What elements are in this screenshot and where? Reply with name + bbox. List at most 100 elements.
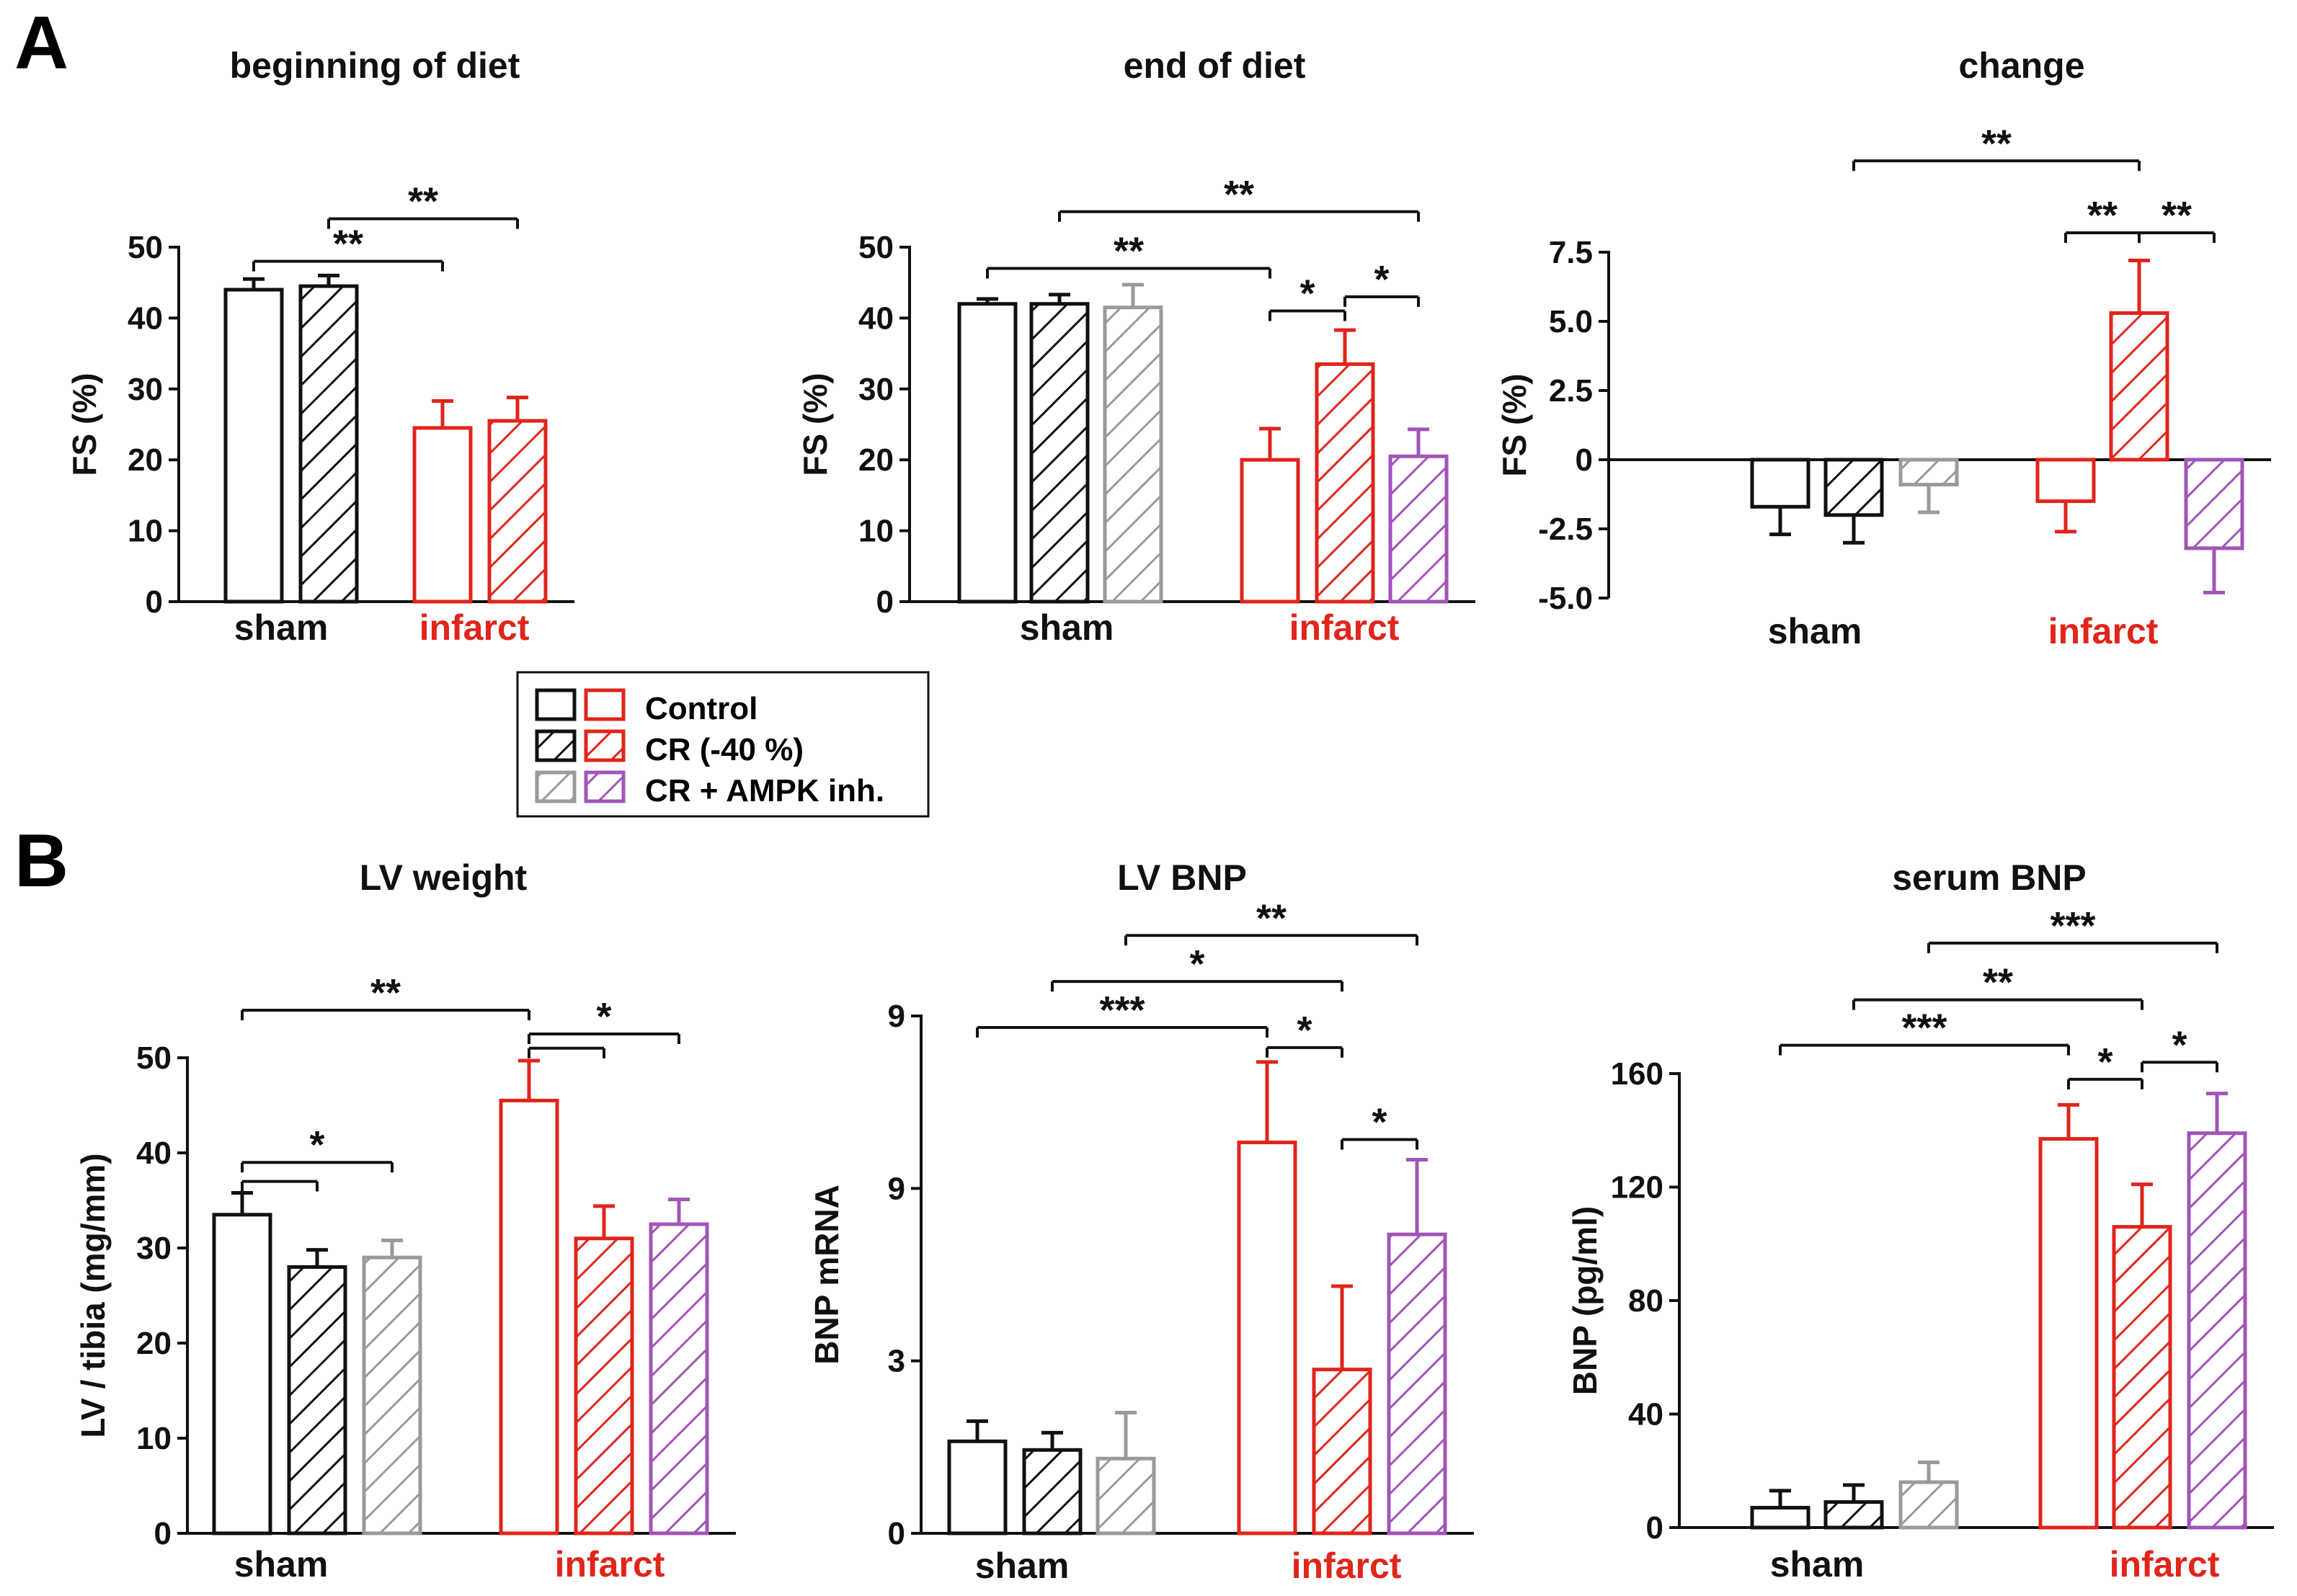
panel-label-a: A	[14, 1, 68, 85]
y-tick-label: 40	[128, 300, 163, 336]
significance-label: **	[370, 971, 401, 1015]
bar	[487, 419, 548, 604]
y-axis-label: FS (%)	[66, 373, 103, 476]
bar	[1103, 306, 1163, 604]
legend-label-cr-ampk: CR + AMPK inh.	[645, 773, 884, 808]
bar	[223, 287, 284, 604]
bar	[298, 284, 359, 604]
chart-title: serum BNP	[1892, 857, 2087, 898]
y-tick-label: 50	[128, 230, 163, 265]
legend-swatch	[584, 770, 626, 803]
chart-title: LV weight	[360, 857, 528, 898]
bar	[1022, 1448, 1083, 1535]
bar	[2035, 458, 2096, 504]
chart-serum-bnp: serum BNP 0 40 80 120 160 BNP (pg/ml) sham infar…	[1566, 857, 2274, 1584]
y-tick-label: 30	[136, 1231, 172, 1266]
y-axis-label: BNP mRNA	[808, 1185, 845, 1365]
y-tick-label: 0	[876, 584, 894, 620]
significance-label: *	[1297, 1009, 1312, 1052]
y-tick-label: 10	[128, 514, 163, 549]
x-group-label: infarct	[555, 1544, 665, 1584]
significance-label: ***	[2050, 904, 2095, 948]
bar	[1898, 1480, 1959, 1530]
x-group-label: infarct	[1289, 607, 1400, 648]
x-group-label: infarct	[2048, 611, 2159, 651]
y-tick-label: 40	[136, 1136, 172, 1171]
significance-label: **	[333, 223, 363, 266]
significance-label: *	[2097, 1040, 2112, 1084]
significance-label: *	[1372, 1101, 1387, 1144]
bar	[499, 1098, 559, 1535]
significance-label: *	[1189, 942, 1204, 986]
significance-label: ***	[1901, 1007, 1947, 1050]
y-tick-label: 40	[858, 300, 894, 336]
significance-label: ***	[1099, 989, 1145, 1032]
y-tick-label: 0	[888, 1516, 905, 1551]
y-tick-label: 30	[858, 372, 894, 407]
y-tick-label: 20	[858, 442, 894, 478]
bar	[2187, 1131, 2247, 1530]
y-tick-label: -2.5	[1538, 512, 1593, 547]
chart-end-of-diet: end of diet 0 10 20 30 40 50 FS (%) sham infarct *…	[796, 45, 1475, 648]
y-tick-label: 40	[1628, 1397, 1663, 1432]
bar	[957, 302, 1018, 604]
y-tick-label: 0	[154, 1516, 172, 1551]
y-tick-label: 5.0	[1549, 304, 1593, 339]
y-tick-label: 7.5	[1549, 235, 1593, 270]
y-tick-label: 30	[128, 372, 163, 407]
legend-swatches	[535, 688, 626, 803]
x-group-label: sham	[975, 1546, 1070, 1586]
significance-label: **	[1256, 896, 1287, 940]
y-tick-label: 50	[858, 230, 894, 265]
bar	[1237, 1141, 1297, 1535]
significance-label: **	[1981, 122, 2012, 165]
bar	[947, 1439, 1008, 1535]
y-axis-label: FS (%)	[1496, 373, 1533, 476]
y-tick-label: 10	[858, 514, 894, 549]
bar	[1312, 1368, 1372, 1535]
bar	[1388, 454, 1449, 604]
x-group-label: infarct	[419, 607, 530, 648]
chart-change: change -5.0 -2.5 0 2.5 5.0 7.5 FS (%) sham infarc…	[1496, 45, 2271, 651]
bar	[362, 1255, 422, 1535]
panel-label-b: B	[14, 819, 68, 903]
chart-title: beginning of diet	[230, 45, 520, 86]
y-tick-label: 0	[1576, 442, 1593, 478]
x-group-label: sham	[1768, 611, 1862, 651]
y-tick-label: 9	[888, 1171, 905, 1206]
chart-title: end of diet	[1124, 45, 1306, 86]
bar	[1029, 302, 1090, 604]
y-tick-label: 20	[136, 1326, 172, 1361]
bar	[2038, 1137, 2099, 1530]
x-group-label: sham	[1770, 1544, 1865, 1584]
significance-label: **	[1983, 961, 2013, 1004]
y-tick-label: -5.0	[1538, 581, 1593, 616]
bar	[1387, 1232, 1447, 1535]
bar	[1823, 458, 1884, 517]
legend: Control CR (-40 %) CR + AMPK inh.	[516, 671, 930, 818]
significance-label: *	[596, 995, 611, 1038]
bar	[1750, 458, 1811, 509]
bar	[1315, 362, 1375, 604]
chart-title: change	[1958, 45, 2084, 86]
x-group-label: sham	[234, 607, 329, 648]
chart-beginning-of-diet: beginning of diet 0 10 20 30 40 50 FS (%) sham in…	[66, 45, 574, 648]
x-group-label: infarct	[2110, 1544, 2220, 1584]
bar	[2112, 1225, 2172, 1530]
bar	[1750, 1505, 1811, 1530]
y-tick-label: 3	[888, 1344, 905, 1379]
legend-swatch	[584, 688, 626, 721]
chart-title: LV BNP	[1117, 857, 1247, 898]
bar	[287, 1265, 347, 1535]
chart-lv-weight: LV weight 0 10 20 30 40 50 LV / tibia (mg/mm) sh…	[74, 857, 736, 1584]
bar	[574, 1236, 634, 1535]
y-axis-label: LV / tibia (mg/mm)	[74, 1153, 112, 1437]
significance-label: **	[408, 180, 438, 223]
y-tick-label: 20	[128, 442, 163, 478]
significance-label: *	[2172, 1023, 2187, 1066]
x-group-label: infarct	[1292, 1546, 1402, 1586]
bar	[1823, 1500, 1884, 1530]
legend-swatch	[535, 688, 577, 721]
legend-label-cr: CR (-40 %)	[645, 732, 804, 767]
